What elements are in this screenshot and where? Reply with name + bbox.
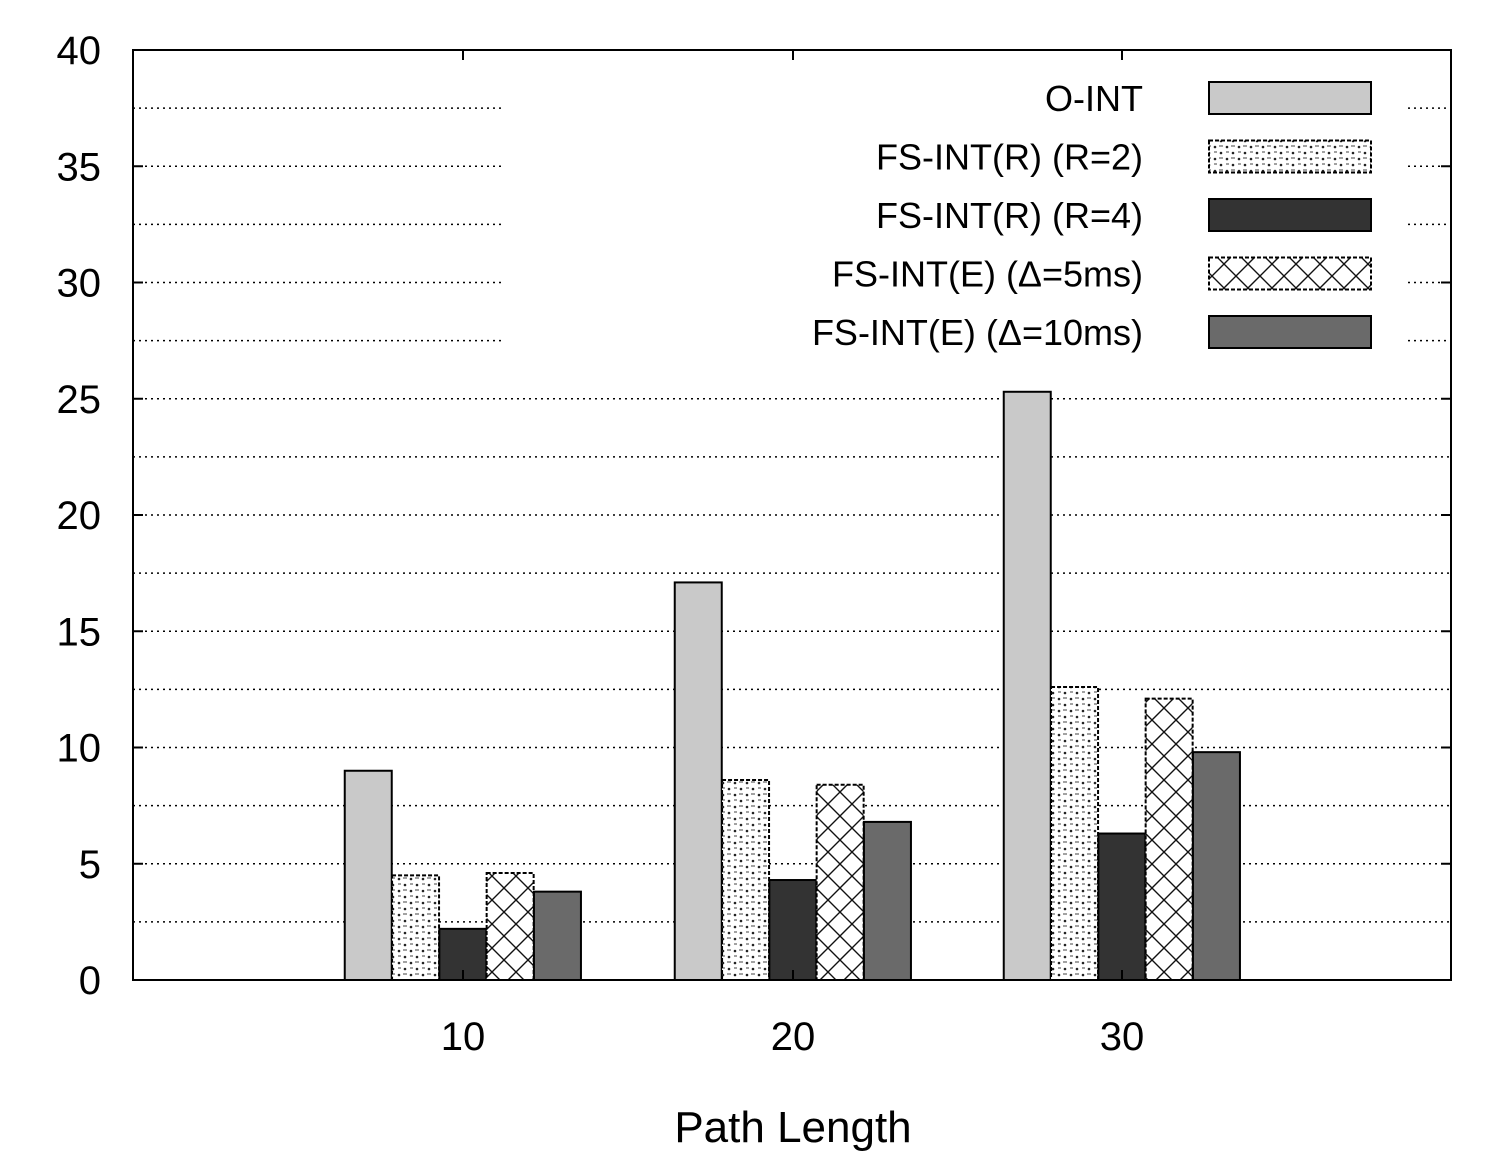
legend-swatch [1208, 315, 1372, 349]
bar-fs-int-e-10ms--20 [862, 820, 912, 982]
legend: O-INT FS-INT(R) (R=2) FS-INT(R) (R=4) FS-IN… [812, 78, 1372, 353]
bar-o-int-10 [343, 769, 393, 981]
y-tick-label: 0 [79, 959, 101, 1003]
y-tick-label: 40 [57, 29, 102, 73]
bar-fs-int-e-5ms--20 [815, 783, 865, 982]
x-axis-title: Path Length [674, 1103, 911, 1152]
x-tick-label: 10 [441, 1015, 486, 1059]
axes: 0 5 10 15 20 25 30 35 40 10 20 30 [57, 29, 1452, 1059]
legend-label: FS-INT(E) (Δ=5ms) [832, 254, 1143, 295]
bar-fs-int-r-r-2--30 [1050, 686, 1100, 981]
bar-o-int-20 [673, 581, 723, 981]
y-tick-label: 20 [57, 494, 102, 538]
bar-o-int-30 [1002, 390, 1052, 981]
y-tick-label: 35 [57, 145, 102, 189]
legend-label: FS-INT(R) (R=2) [876, 137, 1143, 178]
y-tick-label: 15 [57, 610, 102, 654]
bar-fs-int-e-10ms--30 [1191, 751, 1241, 982]
y-tick-label: 10 [57, 727, 102, 771]
legend-swatch [1208, 198, 1372, 232]
legend-swatch [1208, 81, 1372, 115]
bar-fs-int-r-r-4--30 [1097, 832, 1147, 982]
bars [343, 390, 1241, 982]
legend-label: FS-INT(R) (R=4) [876, 195, 1143, 236]
y-tick-label: 25 [57, 378, 102, 422]
x-tick-label: 30 [1100, 1015, 1145, 1059]
bar-fs-int-e-5ms--10 [485, 872, 535, 981]
legend-label: FS-INT(E) (Δ=10ms) [812, 312, 1143, 353]
legend-swatch [1208, 256, 1372, 291]
x-tick-label: 20 [771, 1015, 816, 1059]
bar-fs-int-e-5ms--30 [1144, 697, 1194, 981]
bar-fs-int-e-10ms--10 [532, 890, 582, 982]
bar-fs-int-r-r-4--20 [768, 879, 818, 982]
bar-fs-int-r-r-2--20 [721, 779, 771, 981]
plot-frame [132, 49, 1452, 981]
legend-swatch [1208, 139, 1372, 174]
y-tick-label: 5 [79, 843, 101, 887]
y-tick-label: 30 [57, 262, 102, 306]
bar-fs-int-r-r-2--10 [391, 874, 441, 981]
legend-label: O-INT [1045, 78, 1143, 119]
